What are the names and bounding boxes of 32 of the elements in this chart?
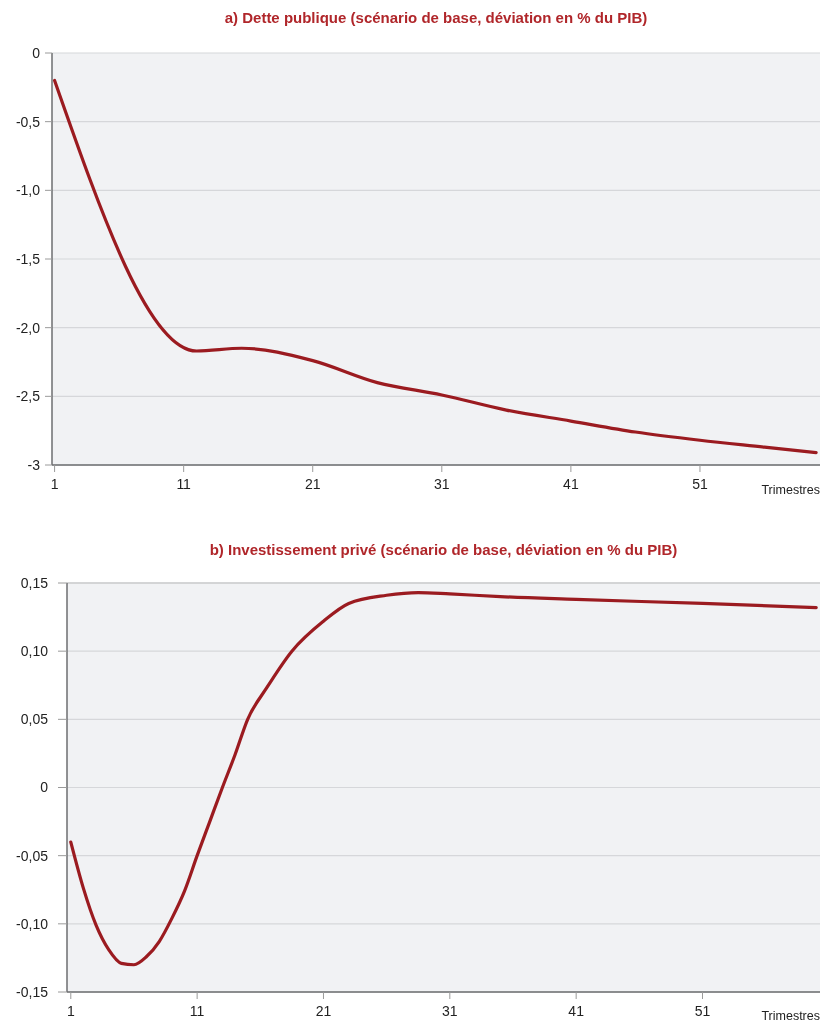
line-series xyxy=(69,590,818,967)
chart-title: a) Dette publique (scénario de base, déviation en % du PIB) xyxy=(224,9,648,26)
x-tick-label: 1 xyxy=(66,1003,75,1019)
y-tick-label: -0,10 xyxy=(16,915,49,932)
x-tick-label: 41 xyxy=(563,476,579,492)
x-tick-label: 31 xyxy=(442,1003,458,1019)
chart-title: b) Investissement privé (scénario de base, déviation en % du PIB) xyxy=(209,541,678,558)
y-tick-label: 0,10 xyxy=(20,643,49,660)
x-tick-label: 31 xyxy=(434,476,450,492)
x-axis-title: Trimestres xyxy=(761,483,820,497)
y-tick-label: -1,0 xyxy=(15,182,41,199)
x-tick-label: 41 xyxy=(568,1003,585,1019)
y-tick-label: -0,15 xyxy=(16,983,49,1000)
y-tick-label: 0,15 xyxy=(20,574,49,591)
x-axis-title: Trimestres xyxy=(761,1009,820,1023)
y-tick-label: -2,5 xyxy=(15,388,41,405)
x-tick-label: 21 xyxy=(304,476,321,492)
y-tick-label: -1,5 xyxy=(15,250,41,267)
y-tick-label: 0 xyxy=(32,44,41,61)
y-tick-label: 0 xyxy=(40,779,49,796)
line-series xyxy=(52,78,818,455)
y-tick-label: -0,05 xyxy=(16,847,49,864)
y-tick-label: -3 xyxy=(27,456,41,473)
x-tick-label: 51 xyxy=(692,476,708,492)
y-tick-label: 0,05 xyxy=(20,711,49,728)
y-tick-label: -2,0 xyxy=(15,319,41,336)
x-tick-label: 1 xyxy=(50,476,59,492)
x-tick-label: 21 xyxy=(315,1003,332,1019)
x-tick-label: 11 xyxy=(176,476,192,492)
x-tick-label: 51 xyxy=(694,1003,711,1019)
y-tick-label: -0,5 xyxy=(15,113,41,130)
x-tick-label: 11 xyxy=(189,1003,205,1019)
